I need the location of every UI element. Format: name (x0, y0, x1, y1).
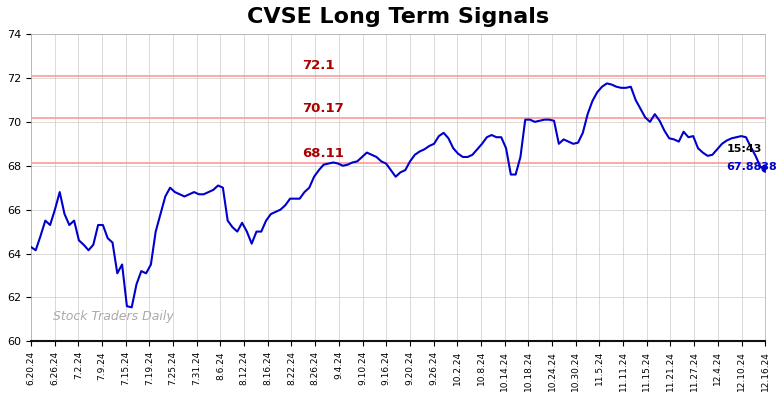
Title: CVSE Long Term Signals: CVSE Long Term Signals (247, 7, 549, 27)
Text: 68.11: 68.11 (303, 147, 344, 160)
Text: 67.8838: 67.8838 (726, 162, 777, 172)
Text: 72.1: 72.1 (303, 59, 335, 72)
Text: 70.17: 70.17 (303, 102, 344, 115)
Text: 15:43: 15:43 (726, 144, 762, 154)
Text: Stock Traders Daily: Stock Traders Daily (53, 310, 174, 323)
